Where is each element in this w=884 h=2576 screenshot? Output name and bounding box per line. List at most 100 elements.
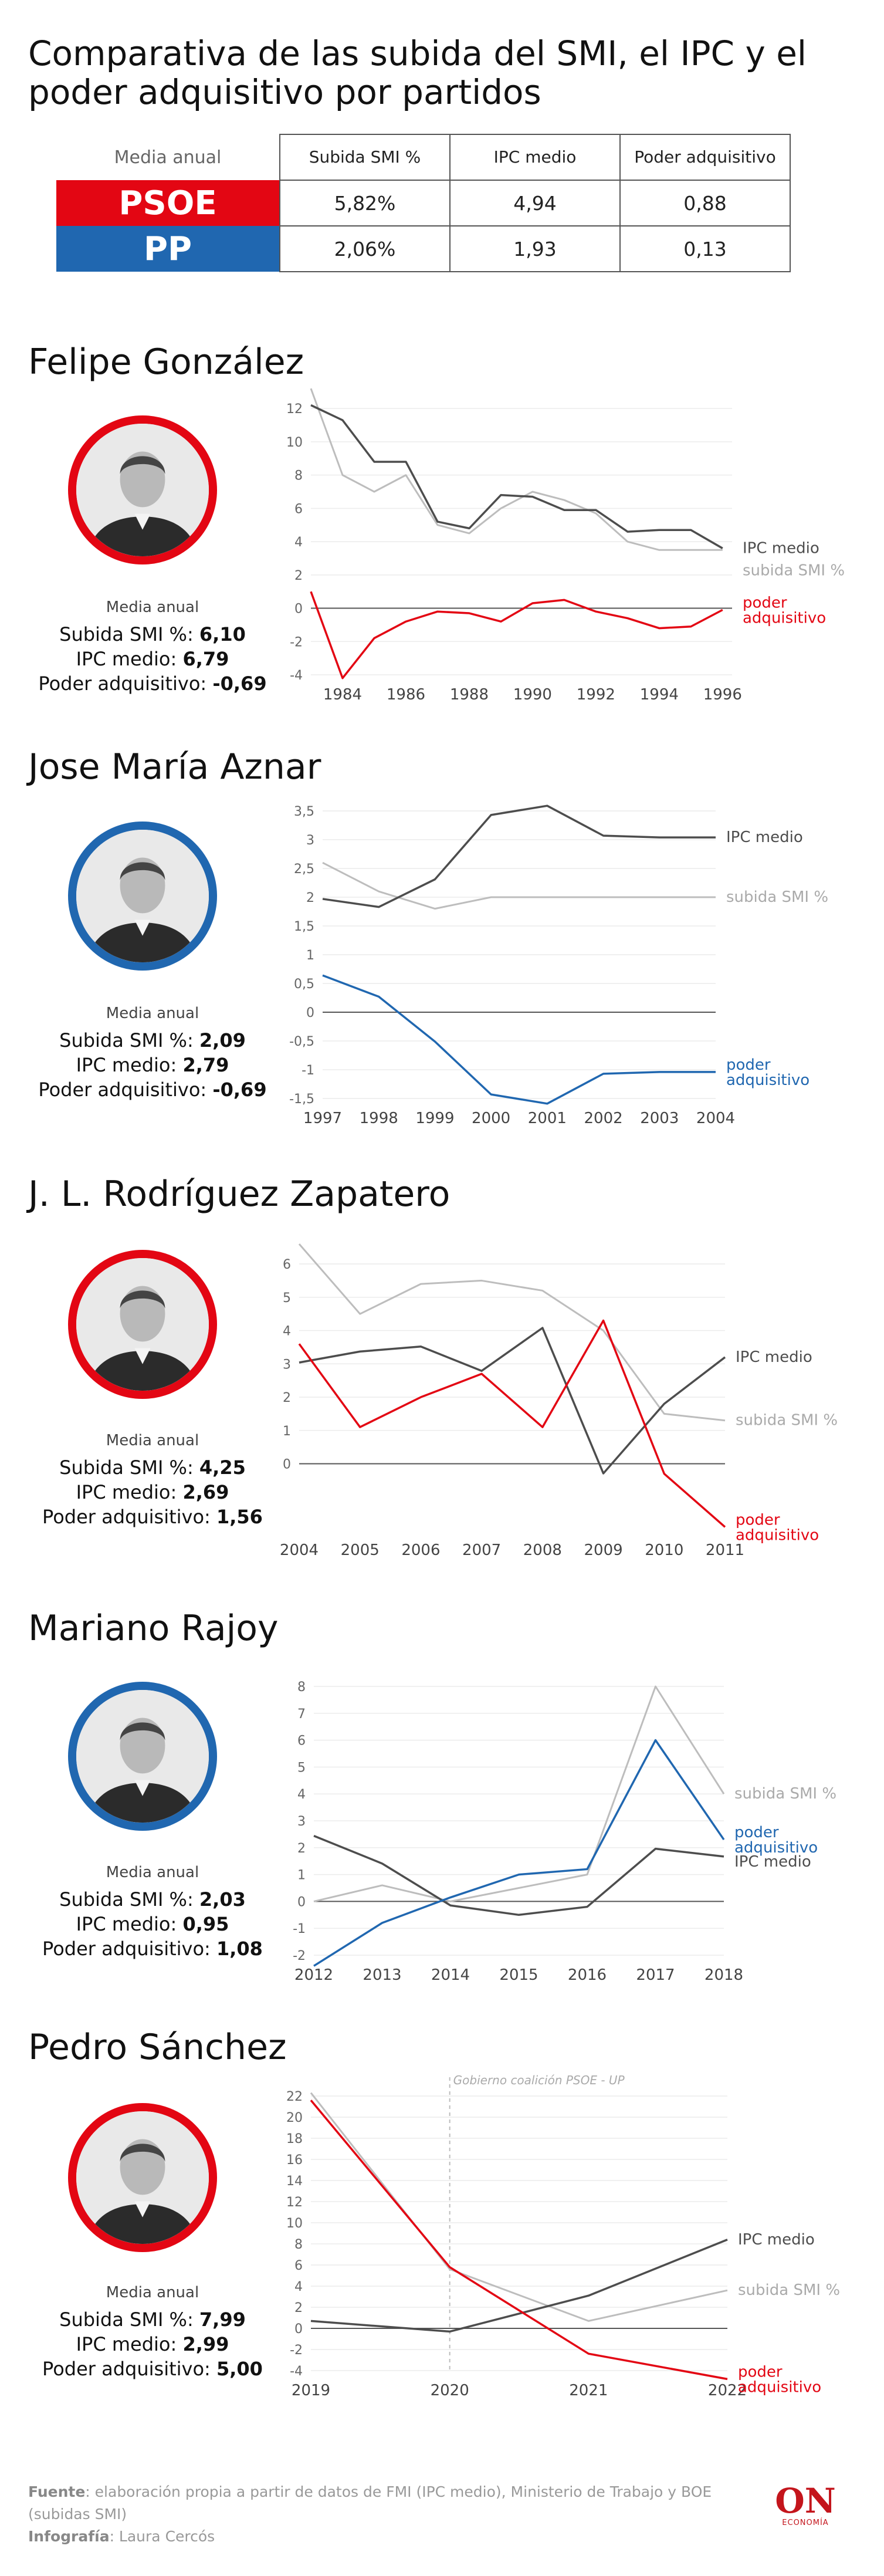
series-label-smi: subida SMI %	[738, 2281, 840, 2299]
stat-poder-label: Poder adquisitivo:	[38, 1079, 213, 1101]
summary-row-pp: PP 2,06% 1,93 0,13	[56, 225, 791, 272]
y-tick-label: 0,5	[294, 977, 314, 992]
portrait-silhouette	[76, 1690, 209, 1823]
silhouette-shoulders	[87, 1783, 198, 1823]
x-tick-label: 2008	[523, 1541, 562, 1559]
stat-ipc: IPC medio: 2,99	[18, 2332, 287, 2357]
y-tick-label: 0	[294, 2322, 303, 2337]
logo-subtext: ECONOMÍA	[782, 2518, 829, 2527]
stat-ipc-value: 6,79	[182, 648, 229, 670]
stat-smi: Subida SMI %: 2,09	[18, 1028, 287, 1053]
stat-ipc-label: IPC medio:	[76, 1054, 183, 1076]
stat-ipc-label: IPC medio:	[76, 1481, 183, 1503]
series-line-party	[298, 1319, 726, 1528]
section-title-rajoy: Mariano Rajoy	[28, 1608, 279, 1649]
chart-svg: -1,5 -1 -0,5 0 0,5 1 1,5 2 2,5 3 3,5 1997 1998 1999 20…	[289, 804, 828, 1127]
y-tick-label: 4	[294, 2280, 303, 2294]
series-label-smi: subida SMI %	[734, 1785, 836, 1803]
silhouette-shoulders	[87, 2204, 198, 2244]
y-tick-label: -2	[293, 1949, 306, 1963]
series-label-ipc: IPC medio	[736, 1348, 812, 1366]
x-tick-label: 2013	[363, 1966, 401, 1984]
y-tick-label: 2	[283, 1391, 291, 1405]
stats-gonzalez: Media anual Subida SMI %: 6,10 IPC medio: …	[18, 599, 287, 696]
y-tick-label: 3,5	[294, 804, 314, 819]
stat-smi-value: 6,10	[199, 623, 246, 645]
x-tick-label: 2004	[696, 1110, 735, 1127]
footer-infografia-label: Infografía	[28, 2528, 110, 2545]
x-tick-label: 2011	[706, 1541, 744, 1559]
y-tick-label: -0,5	[289, 1035, 314, 1049]
series-line-smi	[310, 388, 723, 551]
y-tick-label: 3	[283, 1357, 291, 1372]
x-tick-label: 2015	[499, 1966, 538, 1984]
stat-ipc: IPC medio: 6,79	[18, 647, 287, 671]
stat-ipc-label: IPC medio:	[76, 1913, 183, 1935]
stat-smi-value: 4,25	[199, 1456, 246, 1479]
y-tick-label: 10	[286, 2216, 303, 2231]
x-tick-label: 1986	[387, 686, 425, 704]
x-tick-label: 2000	[472, 1110, 510, 1127]
chart-rajoy: -2 -1 0 1 2 3 4 5 6 7 8 2012 2013 2014 2015 2016 2017 201…	[282, 1679, 851, 1999]
y-tick-label: 1,5	[294, 919, 314, 934]
stats-rajoy: Media anual Subida SMI %: 2,03 IPC medio: …	[18, 1864, 287, 1961]
stats-aznar: Media anual Subida SMI %: 2,09 IPC medio: …	[18, 1005, 287, 1102]
y-tick-label: 1	[306, 948, 314, 963]
x-tick-label: 2019	[292, 2382, 330, 2399]
series-line-ipc	[313, 1835, 724, 1916]
y-tick-label: 3	[297, 1814, 306, 1829]
silhouette-shoulders	[87, 922, 198, 962]
x-tick-label: 2016	[568, 1966, 607, 1984]
stat-poder-label: Poder adquisitivo:	[42, 2358, 216, 2380]
x-tick-label: 2010	[645, 1541, 683, 1559]
y-tick-label: 16	[286, 2153, 303, 2168]
y-tick-label: 6	[297, 1734, 306, 1749]
summary-row-psoe: PSOE 5,82% 4,94 0,88	[56, 180, 791, 227]
chart-svg: -4 -2 0 2 4 6 8 10 12 1984 1986 1988 1990 1992 1994 199…	[286, 388, 845, 704]
x-tick-label: 1998	[360, 1110, 398, 1127]
series-label-ipc: IPC medio	[743, 539, 819, 557]
y-tick-label: 0	[294, 602, 303, 617]
y-tick-label: 1	[283, 1424, 291, 1439]
series-line-smi	[298, 1243, 726, 1422]
y-tick-label: 10	[286, 435, 303, 450]
portrait-zapatero	[68, 1250, 217, 1399]
stat-ipc-label: IPC medio:	[76, 2333, 183, 2355]
stat-poder-value: -0,69	[212, 672, 267, 695]
x-tick-label: 2005	[341, 1541, 380, 1559]
section-title-zapatero: J. L. Rodríguez Zapatero	[28, 1174, 451, 1215]
stat-poder-label: Poder adquisitivo:	[38, 672, 213, 695]
y-tick-label: 2	[306, 891, 314, 905]
x-tick-label: 1990	[513, 686, 552, 704]
stat-ipc: IPC medio: 0,95	[18, 1912, 287, 1936]
portrait-pedro-sanchez	[68, 2103, 217, 2252]
silhouette-shoulders	[87, 516, 198, 556]
y-tick-label: 22	[286, 2090, 303, 2104]
stat-ipc: IPC medio: 2,79	[18, 1053, 287, 1077]
series-line-smi	[313, 1685, 725, 1902]
x-tick-label: 2002	[584, 1110, 622, 1127]
portrait-silhouette	[76, 830, 209, 962]
logo-text: ON	[775, 2481, 836, 2521]
x-tick-label: 2020	[431, 2382, 469, 2399]
stats-media-label: Media anual	[106, 1864, 199, 1881]
summary-header-row: Media anual Subida SMI % IPC medio Poder…	[56, 134, 791, 181]
x-tick-label: 2017	[636, 1966, 675, 1984]
chart-gonzalez: -4 -2 0 2 4 6 8 10 12 1984 1986 1988 1990 1992 1994 199…	[282, 388, 851, 712]
portrait-silhouette	[76, 2111, 209, 2244]
y-tick-label: 0	[297, 1895, 306, 1909]
y-tick-label: 14	[286, 2174, 303, 2189]
y-tick-label: 2	[294, 2301, 303, 2315]
stat-poder-value: -0,69	[212, 1079, 267, 1101]
stat-poder: Poder adquisitivo: 1,08	[18, 1936, 287, 1961]
y-tick-label: -4	[290, 668, 303, 683]
summary-party-psoe: PSOE	[56, 180, 280, 226]
summary-col-poder: Poder adquisitivo	[619, 134, 791, 181]
x-tick-label: 1988	[450, 686, 489, 704]
stat-smi-label: Subida SMI %:	[59, 623, 199, 645]
y-tick-label: 0	[283, 1458, 291, 1472]
stat-smi-label: Subida SMI %:	[59, 1029, 199, 1052]
stat-ipc-value: 2,69	[182, 1481, 229, 1503]
stat-poder: Poder adquisitivo: 5,00	[18, 2357, 287, 2381]
footer-fuente-label: Fuente	[28, 2483, 86, 2500]
